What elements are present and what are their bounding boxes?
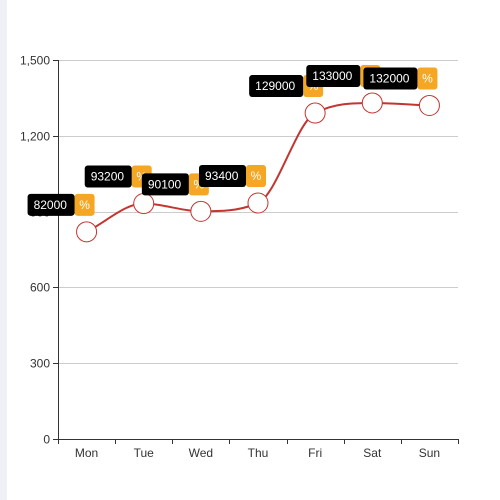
label-value-box: [249, 75, 304, 98]
label-suffix-text: %: [79, 198, 90, 212]
label-value-box: [84, 165, 132, 188]
label-suffix-text: %: [251, 169, 262, 183]
data-point[interactable]: [247, 192, 269, 214]
y-tick-label: 1,200: [20, 130, 50, 144]
label-suffix-box: [417, 67, 438, 90]
data-label: 93400%: [199, 165, 266, 188]
x-tick-label: Fri: [308, 446, 322, 460]
label-value-text: 93200: [91, 170, 125, 184]
label-value-text: 82000: [34, 198, 68, 212]
label-value-text: 93400: [205, 169, 239, 183]
label-value-text: 129000: [255, 79, 295, 93]
data-point[interactable]: [76, 221, 98, 243]
data-points: [76, 92, 440, 243]
label-value-text: 133000: [312, 69, 352, 83]
data-labels: 82000%93200%90100%93400%129000%133000%13…: [27, 64, 438, 216]
x-tick-label: Sun: [419, 446, 440, 460]
left-edge-strip: [0, 0, 7, 500]
label-value-text: 90100: [148, 177, 182, 191]
y-tick-label: 0: [43, 433, 50, 447]
data-point[interactable]: [418, 94, 440, 116]
data-point[interactable]: [304, 102, 326, 124]
label-value-box: [199, 165, 246, 188]
label-value-box: [306, 64, 361, 87]
x-tick-label: Sat: [363, 446, 382, 460]
label-value-text: 132000: [369, 71, 409, 85]
x-tick-label: Wed: [189, 446, 213, 460]
x-tick-label: Mon: [75, 446, 98, 460]
data-label: 82000%: [27, 193, 95, 216]
axes: 03006009001,2001,500MonTueWedThuFriSatSu…: [20, 54, 459, 460]
y-tick-label: 300: [30, 357, 50, 371]
y-tick-label: 1,500: [20, 54, 50, 68]
data-label: 90100%: [141, 173, 209, 196]
label-value-box: [27, 193, 75, 216]
data-point[interactable]: [190, 200, 212, 222]
label-suffix-box: [246, 165, 266, 188]
grid-lines: [58, 60, 458, 364]
data-label: 93200%: [84, 165, 152, 188]
data-point[interactable]: [133, 193, 155, 215]
y-tick-label: 600: [30, 281, 50, 295]
x-tick-label: Thu: [248, 446, 269, 460]
x-tick-label: Tue: [134, 446, 155, 460]
data-label: 132000%: [363, 67, 438, 90]
data-point[interactable]: [361, 92, 383, 114]
label-suffix-box: [74, 193, 95, 216]
label-value-box: [141, 173, 189, 196]
label-value-box: [363, 67, 418, 90]
label-suffix-text: %: [422, 71, 433, 85]
